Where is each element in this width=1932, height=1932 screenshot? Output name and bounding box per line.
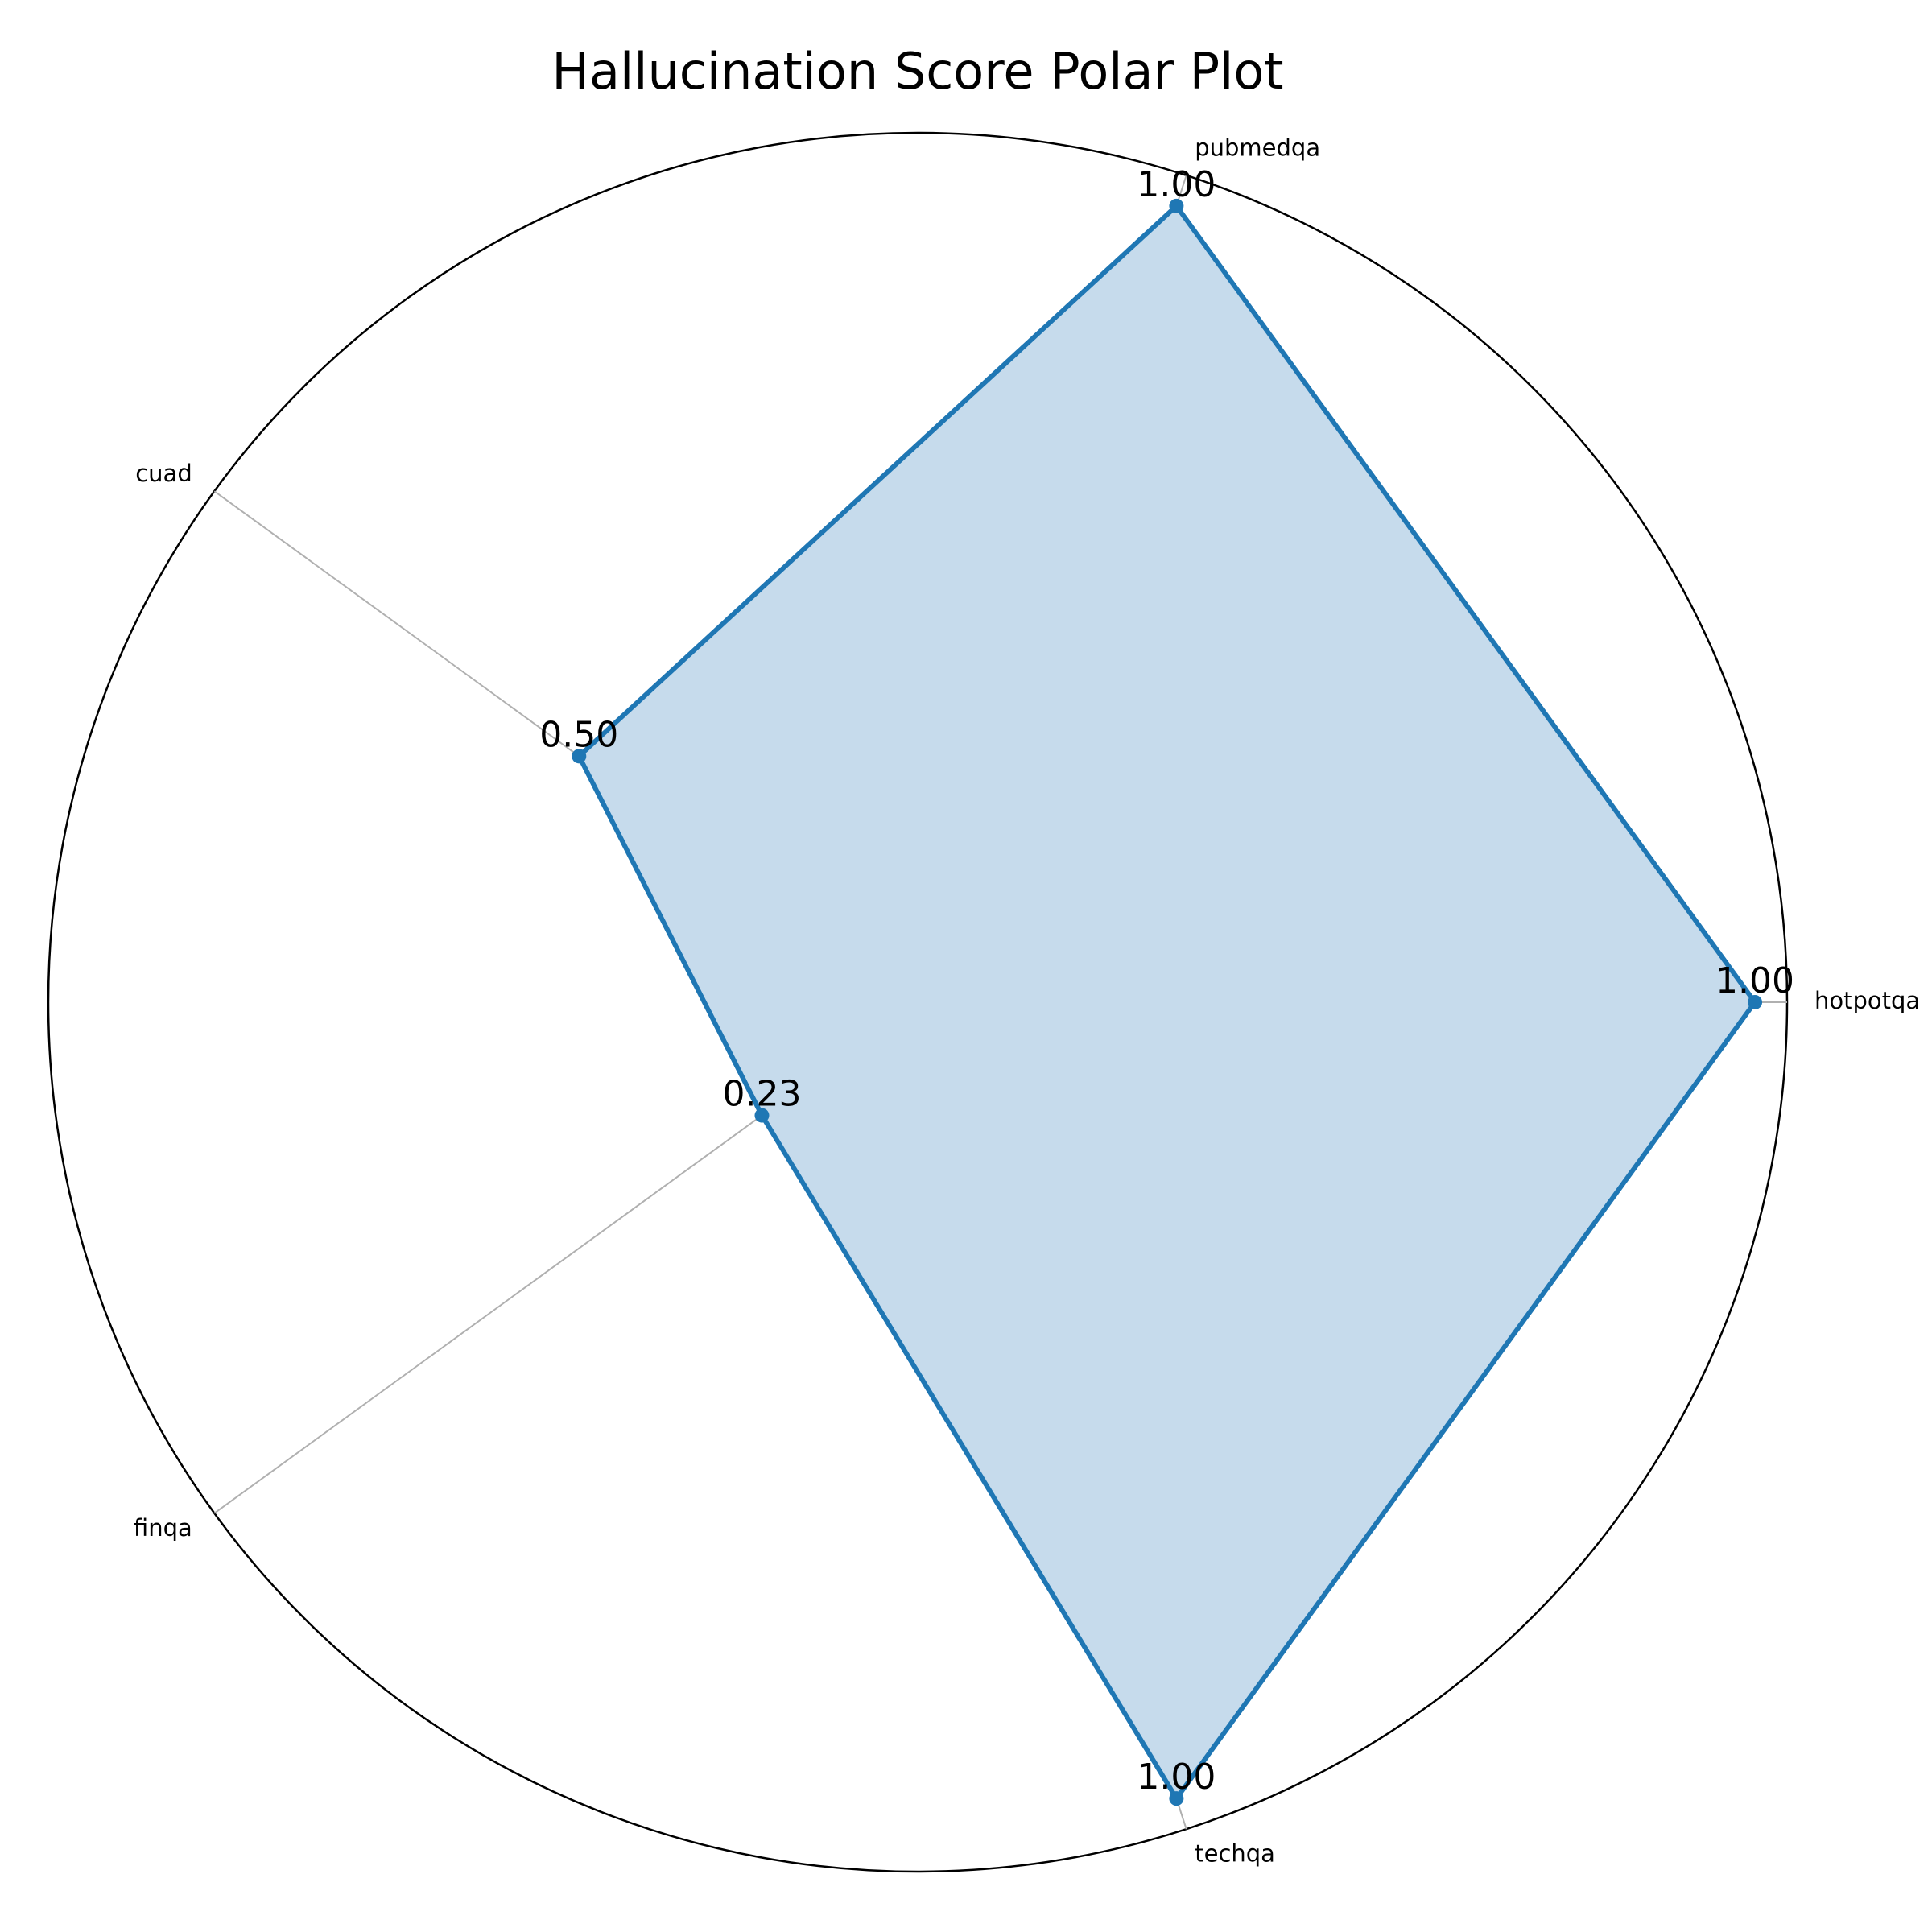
series-area [579, 205, 1755, 1799]
data-label-cuad: 0.50 [539, 714, 618, 755]
data-label-techqa: 1.00 [1137, 1757, 1216, 1798]
data-point-cuad [572, 749, 587, 764]
data-point-finqa [754, 1108, 770, 1123]
series-line [576, 203, 1757, 1802]
data-point-pubmedqa [1169, 198, 1184, 213]
data-label-hotpotqa: 1.00 [1715, 960, 1794, 1001]
category-label-pubmedqa: pubmedqa [1195, 134, 1320, 162]
data-point-hotpotqa [1748, 995, 1763, 1009]
chart-title: Hallucination Score Polar Plot [551, 42, 1283, 101]
category-label-finqa: finqa [134, 1514, 192, 1542]
data-series [572, 198, 1763, 1806]
category-label-cuad: cuad [135, 460, 192, 487]
labels: hotpotqa pubmedqa cuad finqa techqa 1.00 1.00 0… [134, 134, 1920, 1868]
category-label-techqa: techqa [1195, 1839, 1275, 1867]
data-point-techqa [1169, 1791, 1184, 1806]
data-label-finqa: 0.23 [722, 1074, 801, 1115]
data-label-pubmedqa: 1.00 [1137, 164, 1216, 205]
category-label-hotpotqa: hotpotqa [1814, 987, 1920, 1014]
